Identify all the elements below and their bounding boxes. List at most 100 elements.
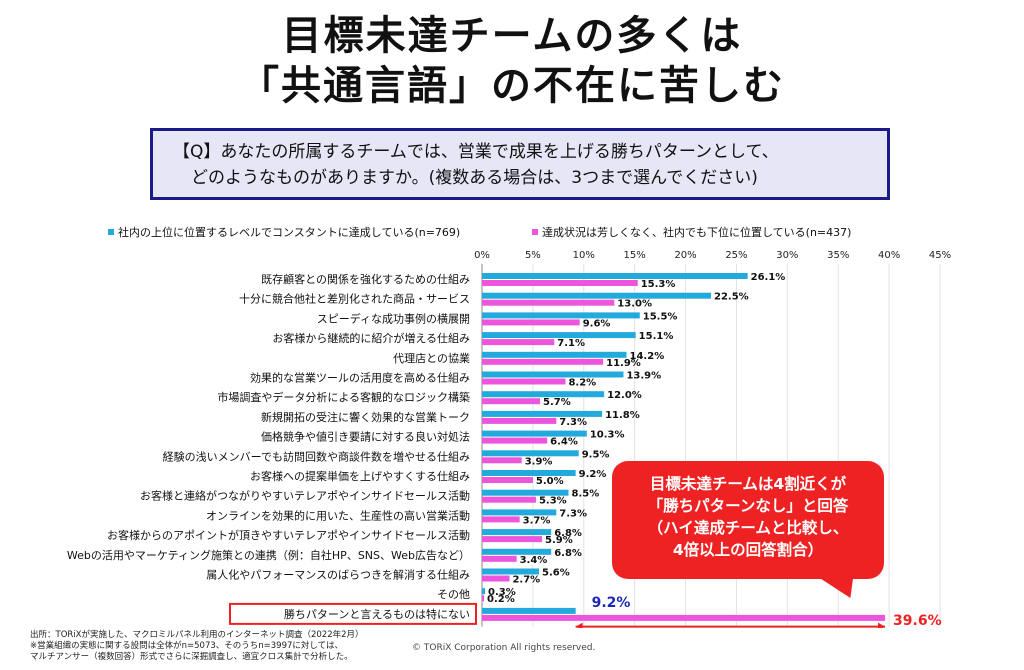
category-label: 勝ちパターンと言えるものは特にない [284, 607, 470, 621]
data-label-series2: 5.3% [539, 496, 567, 507]
question-line1: 【Q】あなたの所属するチームでは、営業で成果を上げる勝ちパターンとして、 [173, 142, 779, 162]
category-label: Webの活用やマーケティング施策との連携（例：自社HP、SNS、Web広告など） [67, 548, 470, 562]
data-label-series2: 15.3% [641, 279, 676, 290]
category-label: お客様から継続的に紹介が増える仕組み [272, 331, 470, 345]
data-label-series2: 7.3% [559, 417, 587, 428]
data-label-series1: 6.8% [554, 548, 582, 559]
category-label: 既存顧客との関係を強化するための仕組み [261, 272, 470, 286]
data-label-series1: 9.2% [579, 469, 607, 480]
category-label: その他 [437, 588, 470, 601]
data-label-series1: 9.2% [592, 595, 631, 611]
category-label: 価格競争や値引き要請に対する良い対処法 [261, 430, 470, 444]
bar-series1 [482, 568, 539, 575]
bar-series1 [482, 371, 624, 378]
bar-series1 [482, 607, 576, 614]
bar-series2 [482, 339, 555, 346]
data-label-series1: 8.5% [572, 489, 600, 500]
bar-chart: 0% 5% 10% 15% 20% 25% 30% 35% 40% 45% 既存顧客との関係を強化す… [67, 250, 951, 628]
bar-series1 [482, 332, 636, 339]
bar-series2 [482, 437, 548, 444]
x-tick-label: 5% [525, 250, 541, 261]
callout-line3: （ハイ達成チームと比較し、 [647, 519, 849, 537]
bar-series1 [482, 509, 557, 516]
bar-series1 [482, 489, 569, 496]
bar-series2 [482, 536, 543, 543]
data-label-series2: 5.7% [543, 397, 571, 408]
data-label-series2: 39.6% [893, 613, 942, 628]
bar-series2 [482, 457, 522, 464]
category-label: 経験の浅いメンバーでも訪問回数や商談件数を増やせる仕組み [163, 449, 470, 463]
bar-series2 [482, 575, 510, 582]
bar-series2 [482, 319, 580, 326]
bar-series2 [482, 496, 536, 503]
x-tick-label: 45% [929, 250, 951, 261]
bar-series1 [482, 312, 640, 319]
data-label-series1: 26.1% [751, 272, 786, 283]
data-label-series2: 11.9% [606, 358, 641, 369]
comparison-arrow-head-right [878, 622, 886, 628]
data-label-series2: 0.2% [487, 594, 515, 605]
bar-series1 [482, 470, 576, 476]
page-title-line1: 目標未達チームの多くは [281, 13, 743, 59]
x-tick-label: 35% [827, 250, 849, 261]
footnote-line3: マルチアンサー（複数回答）形式でさらに深掘調査し、適宜クロス集計で分析した。 [30, 652, 353, 662]
footnote-line1: 出所：TORiXが実施した、マクロミルパネル利用のインターネット調査（2022年… [30, 630, 364, 640]
category-label: お客様からのアポイントが頂きやすいテレアポやインサイドセールス活動 [107, 528, 470, 542]
legend-series2: 達成状況は芳しくなく、社内でも下位に位置している(n=437) [532, 224, 851, 240]
bar-series1 [482, 430, 587, 437]
data-label-series1: 5.6% [542, 568, 570, 579]
bar-series1 [482, 351, 627, 358]
data-label-series1: 9.5% [582, 449, 610, 460]
data-label-series2: 7.1% [557, 338, 585, 349]
data-label-series1: 15.1% [639, 331, 674, 342]
bar-series2 [482, 358, 604, 365]
x-tick-label: 15% [624, 250, 646, 261]
bar-series2 [482, 299, 615, 306]
bar-series1 [482, 529, 552, 536]
legend-series1: 社内の上位に位置するレベルでコンスタントに達成している(n=769) [108, 224, 460, 240]
x-tick-label: 40% [878, 250, 900, 261]
data-label-series1: 14.2% [630, 351, 665, 362]
bar-series2 [482, 477, 533, 483]
data-label-series2: 3.4% [520, 555, 548, 566]
legend-swatch-series2 [532, 229, 538, 235]
x-tick-label: 0% [474, 250, 490, 261]
question-box: 【Q】あなたの所属するチームでは、営業で成果を上げる勝ちパターンとして、 どのよ… [150, 128, 890, 200]
data-label-series2: 9.6% [583, 318, 611, 329]
category-label: オンラインを効果的に用いた、生産性の高い営業活動 [206, 508, 470, 522]
data-label-series2: 5.0% [536, 476, 564, 487]
callout-line2: 「勝ちパターンなし」と回答 [647, 497, 849, 515]
data-label-series1: 22.5% [714, 292, 749, 303]
data-label-series2: 5.9% [545, 535, 573, 546]
bar-series1 [482, 450, 579, 457]
bar-series2 [482, 280, 638, 286]
legend-label-series1: 社内の上位に位置するレベルでコンスタントに達成している(n=769) [118, 226, 461, 239]
data-label-series2: 3.7% [523, 515, 551, 526]
data-label-series1: 15.5% [643, 311, 678, 322]
bar-series2 [482, 516, 520, 523]
data-label-series1: 0.3% [488, 587, 516, 598]
data-label-series1: 13.9% [626, 371, 661, 382]
x-tick-label: 25% [725, 250, 747, 261]
question-line2: どのようなものがありますか。(複数ある場合は、3つまで選んでください) [191, 168, 758, 188]
category-label: 市場調査やデータ分析による客観的なロジック構築 [217, 390, 470, 404]
data-label-series2: 6.4% [550, 437, 578, 448]
bar-series1 [482, 588, 486, 595]
data-label-series2: 2.7% [512, 575, 540, 586]
bar-series2 [482, 398, 541, 405]
footnote-line2: ※営業組織の実態に関する設問は全体がn=5073、そのうちn=3997に対しては… [30, 641, 343, 651]
bar-series1 [482, 548, 552, 555]
bar-series2 [482, 417, 557, 424]
data-label-series1: 6.8% [554, 528, 582, 539]
data-label-series1: 10.3% [590, 430, 625, 441]
category-label: お客様と連絡がつながりやすいテレアポやインサイドセールス活動 [140, 489, 470, 503]
callout-line1: 目標未達チームは4割近くが [649, 475, 847, 493]
data-label-series2: 3.9% [525, 456, 553, 467]
legend-swatch-series1 [108, 229, 114, 235]
bar-series1 [482, 292, 711, 299]
bar-series1 [482, 273, 748, 279]
bar-series1 [482, 410, 603, 417]
bar-series2 [482, 555, 517, 562]
bar-series2 [482, 378, 566, 385]
data-label-series1: 12.0% [607, 390, 642, 401]
